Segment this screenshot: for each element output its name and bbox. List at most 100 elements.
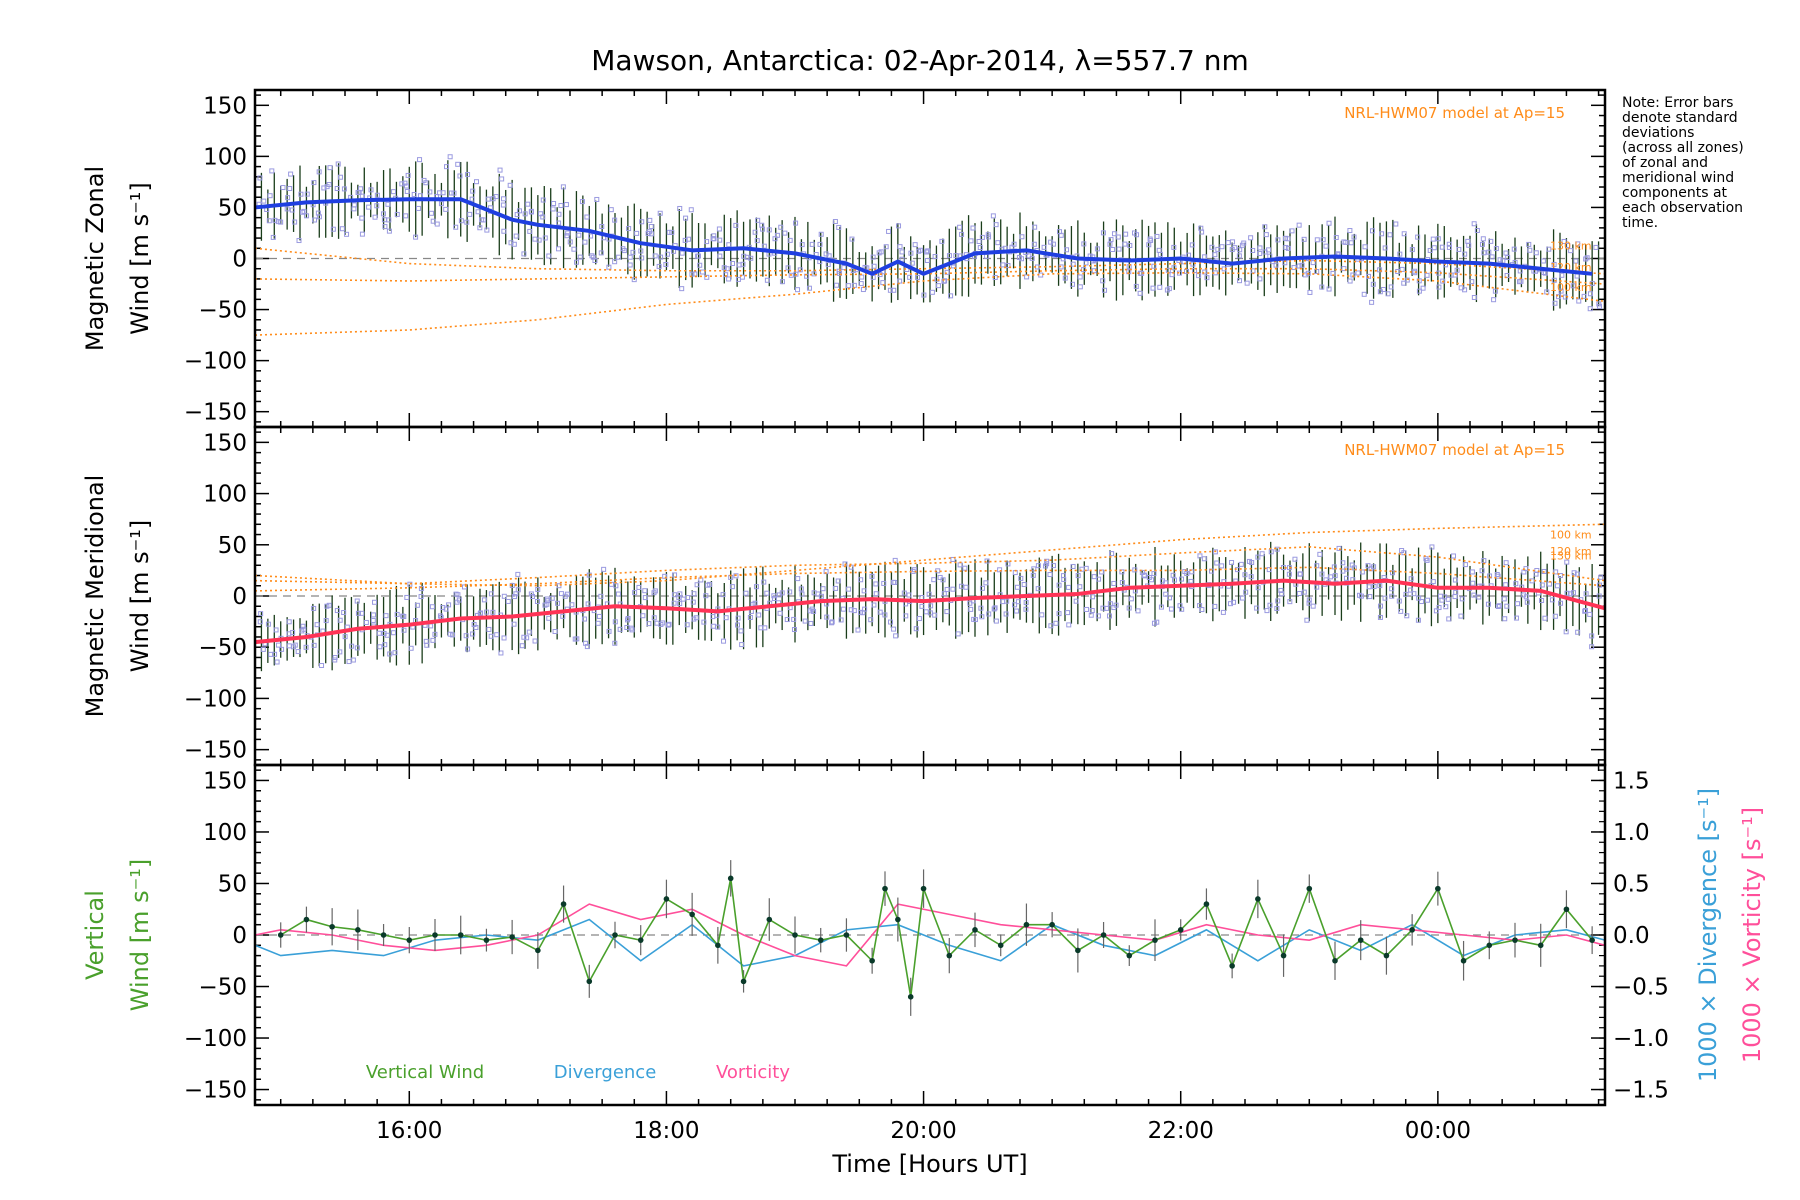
sample-box	[577, 254, 583, 260]
sample-box	[546, 253, 552, 259]
sample-box	[756, 612, 762, 618]
sample-box	[1021, 582, 1027, 588]
sample-box	[1279, 591, 1285, 597]
sample-box	[968, 238, 974, 244]
sample-box	[937, 574, 943, 580]
sample-box	[1171, 577, 1177, 583]
chart-title: Mawson, Antarctica: 02-Apr-2014, λ=557.7…	[591, 44, 1249, 77]
sample-box	[795, 576, 801, 582]
vertical-wind-point	[1486, 942, 1493, 949]
sample-box	[700, 269, 706, 275]
sample-box	[734, 622, 740, 628]
sample-box	[677, 205, 683, 211]
x-tick-label: 18:00	[633, 1118, 699, 1144]
sample-box	[617, 626, 623, 632]
sample-box	[758, 625, 764, 631]
sample-box	[991, 606, 997, 612]
sample-box	[651, 590, 657, 596]
sample-box	[684, 622, 690, 628]
sample-box	[1495, 603, 1501, 609]
sample-box	[511, 241, 517, 247]
sample-box	[631, 277, 637, 283]
sample-box	[1462, 287, 1468, 293]
sample-box	[1089, 608, 1095, 614]
sample-box	[1107, 601, 1113, 607]
sample-box	[926, 591, 932, 597]
sample-box	[414, 602, 420, 608]
sample-box	[1359, 569, 1365, 575]
sample-box	[265, 621, 271, 627]
sample-box	[1493, 246, 1499, 252]
sample-box	[666, 621, 672, 627]
sample-box	[760, 226, 766, 232]
sample-box	[551, 200, 557, 206]
sample-box	[545, 598, 551, 604]
sample-box	[608, 207, 614, 213]
y-tick-label: 50	[218, 195, 247, 221]
y-axis-label: Vertical	[81, 890, 109, 980]
sample-box	[1310, 260, 1316, 266]
sample-box	[1081, 241, 1087, 247]
sample-box	[481, 597, 487, 603]
vertical-wind-point	[1435, 885, 1441, 892]
sample-box	[1314, 584, 1320, 590]
sample-box	[858, 577, 864, 583]
sample-box	[1465, 238, 1471, 244]
sample-box	[671, 592, 677, 598]
sample-box	[556, 220, 562, 226]
sample-box	[1439, 244, 1445, 250]
sample-box	[519, 643, 525, 649]
sample-box	[912, 567, 918, 573]
sample-box	[1564, 590, 1570, 596]
sample-box	[1169, 272, 1175, 278]
sample-box	[906, 592, 912, 598]
sample-box	[701, 619, 707, 625]
sample-box	[1062, 275, 1068, 281]
vertical-wind-point	[869, 957, 875, 964]
sample-box	[513, 591, 519, 597]
sample-box	[924, 257, 930, 263]
sample-box	[1212, 252, 1218, 258]
sample-box	[979, 614, 985, 620]
sample-box	[1497, 603, 1503, 609]
sample-box	[743, 590, 749, 596]
sample-box	[417, 157, 423, 163]
sample-box	[1283, 244, 1289, 250]
sample-box	[443, 206, 449, 212]
sample-box	[791, 616, 797, 622]
sample-box	[892, 579, 898, 585]
sample-box	[651, 615, 657, 621]
sample-box	[1306, 597, 1312, 603]
sample-box	[1437, 593, 1443, 599]
sample-box	[1587, 611, 1593, 617]
sample-box	[1100, 230, 1106, 236]
sample-box	[1296, 590, 1302, 596]
sample-box	[400, 613, 406, 619]
sample-box	[680, 596, 686, 602]
sample-box	[394, 211, 400, 217]
sample-box	[408, 645, 414, 651]
sample-box	[596, 613, 602, 619]
sample-box	[1563, 629, 1569, 635]
sample-box	[640, 613, 646, 619]
y-tick-label: −50	[198, 298, 247, 324]
sample-box	[656, 263, 662, 269]
sample-box	[1154, 619, 1160, 625]
sample-box	[485, 196, 491, 202]
sample-box	[288, 171, 294, 177]
sample-box	[777, 610, 783, 616]
sample-box	[1246, 558, 1252, 564]
sample-box	[944, 269, 950, 275]
sample-box	[266, 218, 272, 224]
vertical-wind-point	[277, 932, 284, 938]
sample-box	[321, 185, 327, 191]
vertical-wind-point	[303, 916, 310, 923]
y-axis-label: Wind [m s⁻¹]	[126, 182, 154, 334]
sample-box	[261, 198, 267, 204]
sample-box	[717, 237, 723, 243]
sample-box	[1135, 608, 1141, 614]
sample-box	[899, 256, 905, 262]
y-tick-label: −100	[184, 686, 247, 712]
vertical-wind-point	[1383, 952, 1390, 959]
sample-box	[897, 244, 903, 250]
